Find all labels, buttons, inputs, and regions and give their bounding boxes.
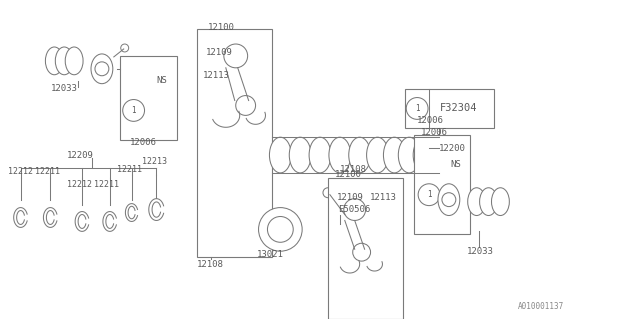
Ellipse shape <box>383 137 405 173</box>
Bar <box>328 178 403 319</box>
Ellipse shape <box>65 47 83 75</box>
Ellipse shape <box>367 137 388 173</box>
Text: 1: 1 <box>427 190 431 199</box>
Text: 12033: 12033 <box>51 84 77 93</box>
Text: 12109: 12109 <box>206 48 233 57</box>
Circle shape <box>323 188 333 198</box>
Text: A010001137: A010001137 <box>518 302 564 311</box>
Bar <box>414 135 470 234</box>
Ellipse shape <box>45 47 63 75</box>
Ellipse shape <box>413 137 435 173</box>
Ellipse shape <box>309 137 331 173</box>
Text: 12100: 12100 <box>208 23 235 32</box>
Circle shape <box>95 62 109 76</box>
Text: 12109: 12109 <box>337 193 364 202</box>
Ellipse shape <box>349 137 371 173</box>
Ellipse shape <box>479 188 497 215</box>
Circle shape <box>418 184 440 206</box>
Bar <box>197 29 273 257</box>
Text: 1: 1 <box>131 106 136 115</box>
Ellipse shape <box>329 137 351 173</box>
Text: 12006: 12006 <box>417 116 444 125</box>
Text: 12006: 12006 <box>421 128 448 137</box>
Text: 13021: 13021 <box>257 250 284 259</box>
Circle shape <box>442 193 456 207</box>
Ellipse shape <box>55 47 73 75</box>
Text: 12108: 12108 <box>197 260 224 268</box>
Text: 12113: 12113 <box>203 71 230 80</box>
Ellipse shape <box>289 137 311 173</box>
Text: 12212: 12212 <box>8 167 33 176</box>
Ellipse shape <box>398 137 420 173</box>
Circle shape <box>406 98 428 119</box>
Text: 12033: 12033 <box>467 247 493 256</box>
Bar <box>405 89 495 128</box>
Text: NS: NS <box>451 160 461 170</box>
Ellipse shape <box>468 188 486 215</box>
Text: 12200: 12200 <box>439 144 466 153</box>
Text: 12211: 12211 <box>94 180 119 189</box>
Text: 12211: 12211 <box>35 167 61 176</box>
Circle shape <box>259 208 302 251</box>
Text: 12213: 12213 <box>141 157 166 166</box>
Text: 12108: 12108 <box>340 165 367 174</box>
Text: 12209: 12209 <box>67 150 94 160</box>
Text: 12100: 12100 <box>335 170 362 180</box>
Circle shape <box>121 44 129 52</box>
Ellipse shape <box>492 188 509 215</box>
Text: 12212: 12212 <box>67 180 92 189</box>
Circle shape <box>224 44 248 68</box>
Circle shape <box>268 217 293 242</box>
Circle shape <box>344 199 365 220</box>
Ellipse shape <box>269 137 291 173</box>
Text: E50506: E50506 <box>338 205 370 214</box>
Circle shape <box>123 100 145 121</box>
Ellipse shape <box>91 54 113 84</box>
Text: 12211: 12211 <box>116 165 142 174</box>
Circle shape <box>353 243 371 261</box>
Ellipse shape <box>438 184 460 215</box>
Text: F32304: F32304 <box>440 103 477 114</box>
Circle shape <box>236 96 255 116</box>
Text: NS: NS <box>156 76 167 85</box>
Text: 1: 1 <box>415 104 419 113</box>
Text: 12006: 12006 <box>130 138 157 147</box>
Bar <box>120 56 177 140</box>
Text: 12113: 12113 <box>369 193 396 202</box>
